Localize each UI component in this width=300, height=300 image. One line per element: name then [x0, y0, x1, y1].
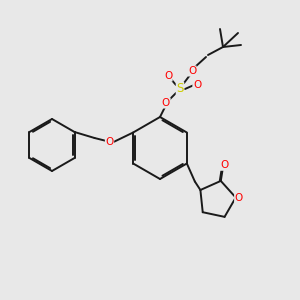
Text: S: S [176, 82, 184, 95]
Text: O: O [162, 98, 170, 108]
Text: O: O [235, 193, 243, 202]
Text: O: O [105, 137, 114, 147]
Text: O: O [220, 160, 228, 170]
Text: O: O [193, 80, 201, 90]
Text: O: O [188, 66, 196, 76]
Text: O: O [164, 71, 172, 81]
